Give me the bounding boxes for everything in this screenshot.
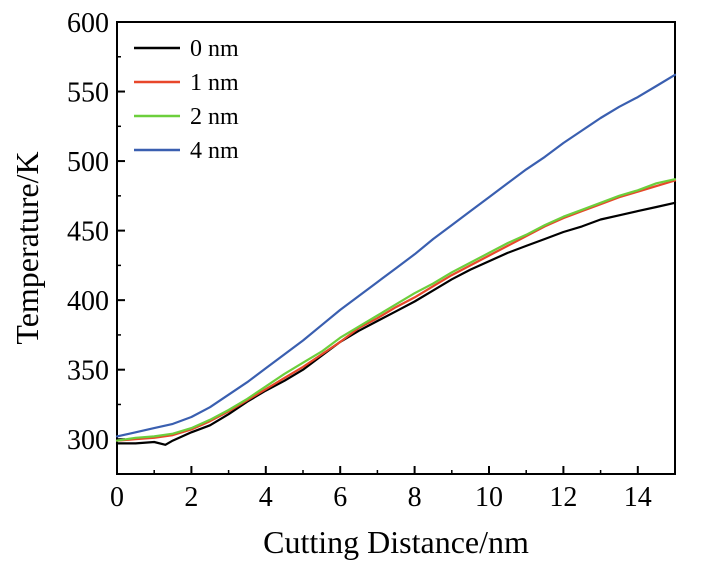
legend-label: 2 nm bbox=[190, 104, 239, 130]
y-axis-label: Temperature/K bbox=[9, 151, 45, 344]
legend-label: 4 nm bbox=[190, 138, 239, 164]
series-lines bbox=[115, 73, 677, 446]
x-tick-label: 14 bbox=[624, 482, 652, 513]
x-tick-label: 10 bbox=[475, 482, 503, 513]
x-tick-label: 6 bbox=[333, 482, 347, 513]
series-line-0 bbox=[115, 201, 677, 446]
series-line-3 bbox=[115, 73, 677, 438]
x-tick-label: 2 bbox=[184, 482, 198, 513]
x-axis-label: Cutting Distance/nm bbox=[263, 524, 529, 560]
y-axis-ticks: 300 350 400 450 500 550 600 bbox=[67, 8, 125, 456]
y-tick-label: 350 bbox=[67, 356, 109, 387]
y-tick-label: 500 bbox=[67, 147, 109, 178]
plot-frame bbox=[116, 21, 676, 475]
series-line-2 bbox=[115, 178, 677, 442]
x-axis-ticks: 0 2 4 6 8 10 12 14 bbox=[110, 466, 652, 513]
y-tick-label: 300 bbox=[67, 425, 109, 456]
x-tick-label: 0 bbox=[110, 482, 124, 513]
series-line-1 bbox=[115, 179, 677, 442]
x-tick-label: 12 bbox=[549, 482, 577, 513]
x-tick-label: 4 bbox=[259, 482, 273, 513]
legend-label: 1 nm bbox=[190, 70, 239, 96]
x-tick-label: 8 bbox=[408, 482, 422, 513]
y-tick-label: 400 bbox=[67, 286, 109, 317]
legend-label: 0 nm bbox=[190, 36, 239, 62]
y-tick-label: 550 bbox=[67, 78, 109, 109]
legend: 0 nm 1 nm 2 nm 4 nm bbox=[134, 36, 239, 164]
y-tick-label: 450 bbox=[67, 217, 109, 248]
y-tick-label: 600 bbox=[67, 8, 109, 39]
